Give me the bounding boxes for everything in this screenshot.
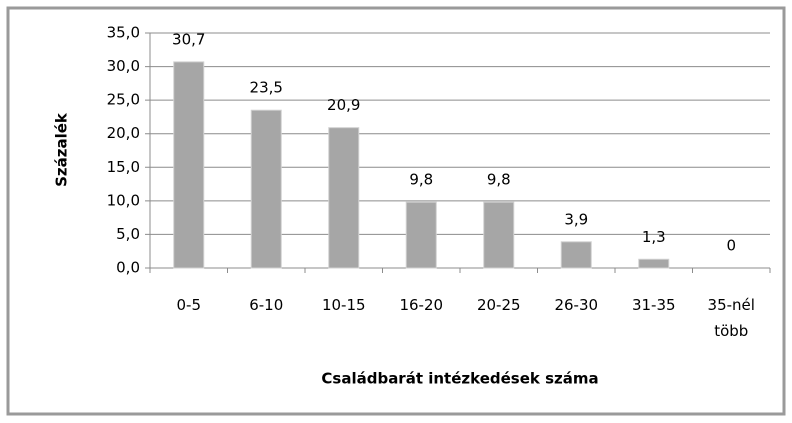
data-label: 0 bbox=[726, 237, 736, 255]
x-tick-label-box: 35-nél több bbox=[707, 296, 755, 340]
y-tick-label: 15,0 bbox=[107, 158, 140, 176]
y-tick-label: 30,0 bbox=[107, 57, 140, 75]
data-label: 20,9 bbox=[327, 96, 360, 114]
y-axis-title: Százalék bbox=[53, 112, 71, 187]
x-tick-label-box: 26-30 bbox=[554, 296, 599, 314]
data-label: 30,7 bbox=[172, 30, 205, 48]
data-label: 3,9 bbox=[564, 210, 588, 228]
bar bbox=[250, 109, 282, 269]
data-label: 9,8 bbox=[409, 171, 433, 189]
x-tick-label-box: 10-15 bbox=[321, 296, 366, 314]
x-tick-label-box: 0-5 bbox=[176, 296, 202, 314]
x-tick-label-box: 6-10 bbox=[249, 296, 284, 314]
y-tick-label: 5,0 bbox=[116, 225, 140, 243]
x-tick-label: 6-10 bbox=[249, 296, 284, 314]
y-tick-label: 35,0 bbox=[107, 24, 140, 42]
data-label: 23,5 bbox=[250, 79, 283, 97]
data-label: 9,8 bbox=[487, 171, 511, 189]
bar bbox=[328, 127, 360, 269]
x-tick-label: 0-5 bbox=[176, 296, 202, 314]
bar bbox=[560, 241, 592, 269]
y-tick-label: 10,0 bbox=[107, 191, 140, 209]
x-axis-title: Családbarát intézkedések száma bbox=[321, 370, 598, 388]
y-tick-label: 0,0 bbox=[116, 259, 140, 277]
bar bbox=[483, 201, 515, 269]
y-tick-label: 20,0 bbox=[107, 124, 140, 142]
bar bbox=[173, 61, 205, 269]
x-tick-label: 16-20 bbox=[399, 296, 444, 314]
x-tick-label: 20-25 bbox=[476, 296, 521, 314]
chart-frame bbox=[6, 6, 786, 416]
x-tick-label: 35-nél több bbox=[707, 296, 755, 340]
x-tick-label: 10-15 bbox=[321, 296, 366, 314]
data-label: 1,3 bbox=[642, 228, 666, 246]
x-tick-label-box: 20-25 bbox=[476, 296, 521, 314]
x-tick-label-box: 16-20 bbox=[399, 296, 444, 314]
x-tick-label-box: 31-35 bbox=[631, 296, 676, 314]
bar bbox=[638, 258, 670, 269]
y-tick-label: 25,0 bbox=[107, 91, 140, 109]
bar bbox=[405, 201, 437, 269]
x-tick-label: 26-30 bbox=[554, 296, 599, 314]
x-tick-label: 31-35 bbox=[631, 296, 676, 314]
